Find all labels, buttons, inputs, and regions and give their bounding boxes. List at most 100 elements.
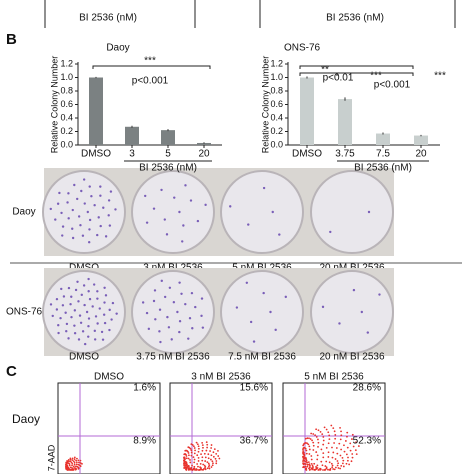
event bbox=[72, 465, 75, 468]
colony bbox=[184, 302, 187, 306]
event bbox=[190, 443, 193, 446]
colony bbox=[167, 326, 171, 329]
event bbox=[306, 463, 309, 466]
colony bbox=[87, 317, 91, 320]
event bbox=[332, 468, 335, 470]
colony bbox=[77, 215, 81, 218]
colony bbox=[93, 338, 97, 341]
colony bbox=[85, 310, 89, 314]
event bbox=[195, 441, 198, 444]
bar bbox=[376, 133, 390, 145]
colony bbox=[145, 221, 149, 224]
event bbox=[323, 426, 326, 429]
event bbox=[317, 469, 320, 471]
colony bbox=[79, 224, 82, 227]
event bbox=[201, 449, 204, 452]
event bbox=[214, 457, 217, 460]
event bbox=[208, 464, 211, 467]
colony bbox=[82, 178, 86, 181]
event bbox=[75, 463, 78, 466]
event bbox=[331, 446, 333, 449]
colony bbox=[83, 303, 86, 307]
event bbox=[69, 466, 72, 469]
event bbox=[310, 462, 313, 465]
colony bbox=[61, 304, 65, 307]
x-tick-label: 7.5 bbox=[376, 149, 390, 160]
event bbox=[208, 467, 211, 470]
colony bbox=[58, 191, 61, 195]
y-tick-label: 0.0 bbox=[270, 139, 283, 149]
colony bbox=[73, 309, 77, 312]
colony bbox=[194, 305, 197, 309]
colony bbox=[229, 205, 232, 208]
event bbox=[212, 455, 215, 458]
event bbox=[190, 466, 193, 469]
event bbox=[325, 447, 328, 449]
event bbox=[206, 443, 209, 446]
event bbox=[325, 460, 328, 463]
colony bbox=[102, 206, 105, 209]
event bbox=[308, 463, 311, 466]
bar bbox=[338, 99, 352, 145]
colony bbox=[71, 208, 74, 212]
event bbox=[305, 449, 308, 452]
colony bbox=[111, 301, 115, 305]
colony bbox=[99, 185, 102, 188]
event bbox=[190, 451, 193, 454]
colony bbox=[107, 199, 111, 202]
event bbox=[317, 429, 320, 432]
event bbox=[71, 459, 74, 462]
plate bbox=[42, 170, 126, 254]
event bbox=[197, 447, 200, 450]
colony bbox=[338, 322, 341, 325]
event bbox=[317, 445, 319, 448]
event bbox=[71, 464, 73, 467]
colony bbox=[60, 287, 63, 291]
event bbox=[337, 467, 340, 469]
y-tick-label: 0.8 bbox=[270, 85, 283, 95]
significance-bracket bbox=[299, 65, 414, 69]
event bbox=[207, 465, 210, 468]
colony bbox=[271, 210, 274, 214]
event bbox=[329, 469, 332, 471]
event bbox=[334, 437, 337, 440]
panel-label: B bbox=[6, 31, 17, 48]
y-tick-label: 0.6 bbox=[270, 99, 283, 109]
event bbox=[74, 465, 77, 468]
event bbox=[71, 462, 74, 465]
event bbox=[211, 464, 214, 467]
colony bbox=[184, 184, 187, 187]
axis-label: BI 2536 (nM) bbox=[326, 13, 384, 24]
event bbox=[307, 461, 310, 464]
event bbox=[357, 445, 360, 447]
colony bbox=[61, 225, 65, 228]
plate bbox=[131, 270, 215, 354]
colony bbox=[284, 295, 287, 299]
colony bbox=[144, 194, 147, 198]
colony bbox=[190, 291, 194, 295]
colony bbox=[235, 306, 239, 309]
colony bbox=[54, 218, 57, 221]
bar bbox=[89, 77, 103, 145]
y-axis-label: Relative Colony Number bbox=[49, 56, 59, 154]
colony bbox=[176, 310, 179, 314]
colony bbox=[93, 329, 97, 333]
percent-label: 28.6% bbox=[353, 383, 381, 394]
event bbox=[314, 434, 317, 437]
event bbox=[200, 453, 202, 456]
percent-label: 1.6% bbox=[133, 383, 156, 394]
event bbox=[351, 438, 353, 440]
colony bbox=[166, 315, 169, 319]
flow-frame bbox=[169, 382, 273, 474]
event bbox=[192, 445, 195, 448]
event bbox=[346, 431, 349, 434]
event bbox=[333, 442, 336, 444]
colony bbox=[178, 281, 181, 284]
colony bbox=[160, 188, 163, 192]
colony bbox=[60, 211, 63, 215]
event bbox=[183, 457, 186, 460]
colony bbox=[114, 208, 117, 211]
plate bbox=[131, 170, 215, 254]
event bbox=[210, 466, 213, 468]
y-tick-label: 0.2 bbox=[60, 126, 73, 136]
